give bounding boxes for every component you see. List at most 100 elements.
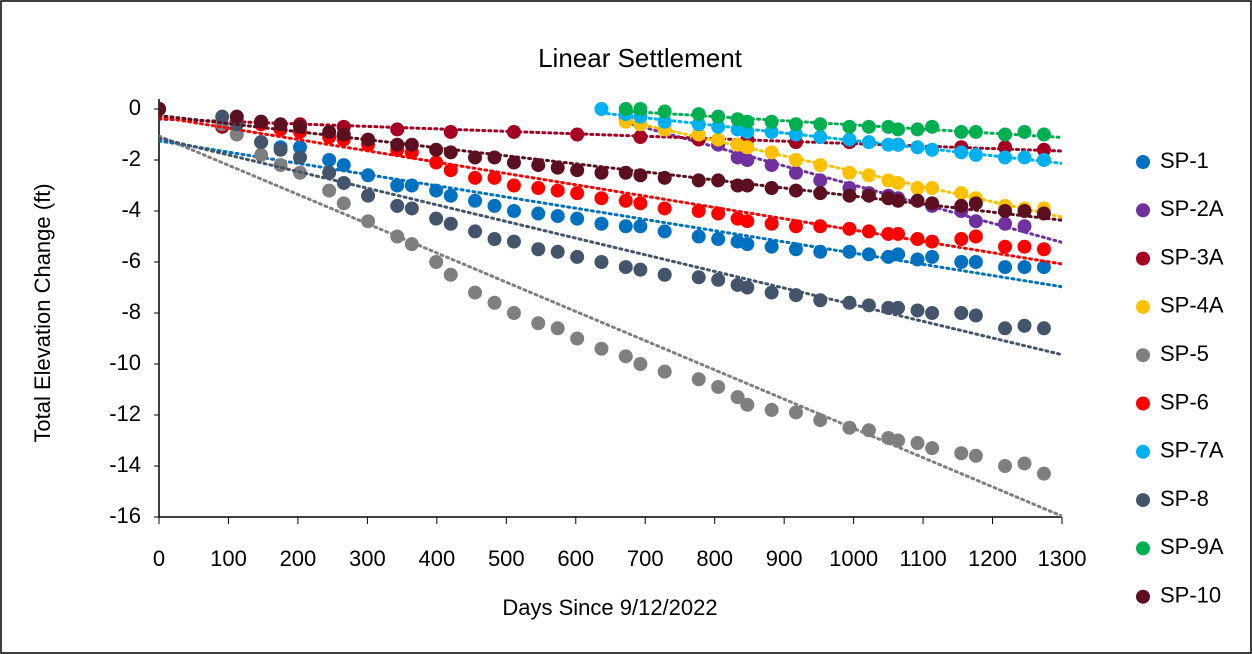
point xyxy=(998,216,1013,231)
point xyxy=(764,145,779,160)
point xyxy=(570,249,585,264)
point xyxy=(842,295,857,310)
point xyxy=(764,239,779,254)
point xyxy=(788,117,803,132)
point xyxy=(468,224,483,239)
legend-label: SP-5 xyxy=(1160,341,1209,366)
point xyxy=(691,107,706,122)
point xyxy=(550,244,565,259)
chart-title: Linear Settlement xyxy=(538,43,743,73)
point xyxy=(998,140,1013,155)
point xyxy=(618,260,633,275)
point xyxy=(954,232,969,247)
plot xyxy=(159,102,1062,517)
point xyxy=(468,170,483,185)
point xyxy=(842,132,857,147)
point xyxy=(711,232,726,247)
point xyxy=(891,175,906,190)
point xyxy=(254,114,269,129)
legend-marker xyxy=(1136,541,1150,556)
point xyxy=(925,306,940,320)
point xyxy=(273,142,288,157)
point xyxy=(443,124,458,139)
point xyxy=(998,127,1013,142)
point xyxy=(273,117,288,132)
legend-label: SP-7A xyxy=(1160,438,1224,463)
legend-label: SP-8 xyxy=(1160,486,1209,511)
point xyxy=(891,247,906,262)
point xyxy=(764,181,779,196)
point xyxy=(925,119,940,134)
legend-marker xyxy=(1136,589,1150,604)
point xyxy=(881,226,896,241)
point xyxy=(1036,321,1051,336)
point xyxy=(925,234,940,249)
point xyxy=(691,173,706,188)
point xyxy=(954,145,969,160)
point xyxy=(468,285,483,300)
point xyxy=(813,244,828,259)
x-tick-label: 100 xyxy=(210,546,247,571)
legend-label: SP-10 xyxy=(1160,583,1221,608)
point xyxy=(788,288,803,303)
point xyxy=(788,242,803,257)
point xyxy=(891,300,906,315)
y-tick-label: -8 xyxy=(121,299,141,324)
point xyxy=(764,402,779,417)
trendline xyxy=(159,134,1062,517)
point xyxy=(570,331,585,346)
point xyxy=(322,183,337,198)
y-tick-label: -6 xyxy=(121,248,141,273)
point xyxy=(657,104,672,119)
point xyxy=(691,204,706,218)
legend-marker xyxy=(1136,396,1150,411)
point xyxy=(910,122,925,137)
point xyxy=(487,198,502,213)
point xyxy=(506,155,521,170)
point xyxy=(861,188,876,203)
point xyxy=(618,102,633,116)
point xyxy=(443,188,458,203)
point xyxy=(861,135,876,150)
point xyxy=(429,255,444,269)
point xyxy=(1017,219,1032,234)
x-tick-label: 400 xyxy=(418,546,455,571)
point xyxy=(487,232,502,247)
x-axis-title: Days Since 9/12/2022 xyxy=(502,595,717,620)
y-tick-label: -2 xyxy=(121,146,141,171)
point xyxy=(968,308,983,323)
y-tick-label: -16 xyxy=(109,503,141,528)
point xyxy=(1036,127,1051,142)
point xyxy=(618,349,633,364)
point xyxy=(1036,153,1051,167)
point xyxy=(842,188,857,203)
point xyxy=(711,379,726,394)
point xyxy=(788,219,803,234)
point xyxy=(925,249,940,264)
y-tick-label: 0 xyxy=(129,95,141,120)
x-tick-label: 1300 xyxy=(1038,546,1087,571)
legend-marker xyxy=(1136,444,1150,459)
point xyxy=(336,127,351,142)
point xyxy=(813,158,828,173)
point xyxy=(531,158,546,173)
point xyxy=(891,226,906,241)
legend-marker xyxy=(1136,299,1150,314)
point xyxy=(861,119,876,134)
point xyxy=(254,147,269,162)
point xyxy=(861,168,876,183)
point xyxy=(1036,260,1051,275)
point xyxy=(322,153,337,167)
point xyxy=(633,130,648,145)
point xyxy=(594,191,609,206)
point xyxy=(764,158,779,173)
point xyxy=(506,306,521,320)
point xyxy=(881,300,896,315)
point xyxy=(910,232,925,247)
x-tick-label: 1200 xyxy=(968,546,1017,571)
point xyxy=(1017,260,1032,275)
legend-marker xyxy=(1136,348,1150,363)
point xyxy=(711,109,726,124)
point xyxy=(842,221,857,236)
point xyxy=(361,214,376,229)
